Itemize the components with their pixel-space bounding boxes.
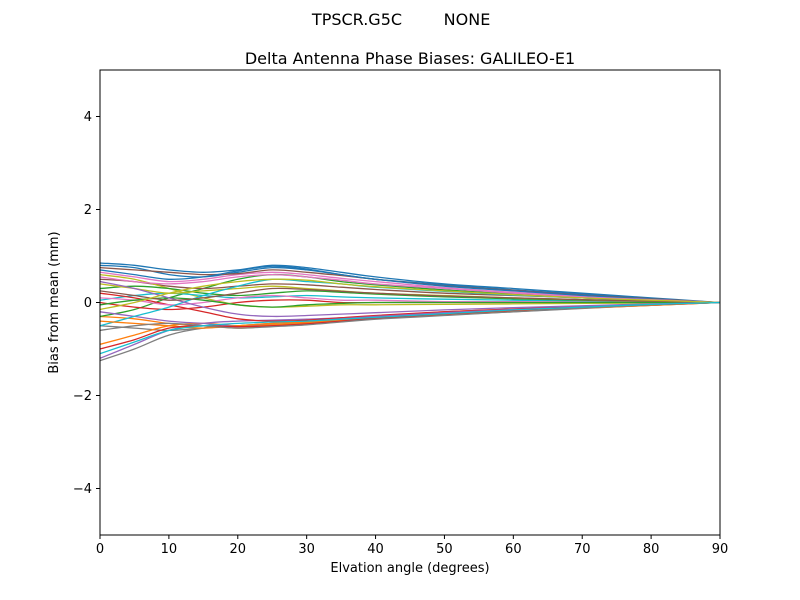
y-axis-label: Bias from mean (mm) <box>47 231 62 373</box>
series-lines <box>100 262 720 362</box>
x-tick-label: 30 <box>298 542 315 557</box>
bias-curve <box>100 262 720 304</box>
plot-area: 0 10 20 30 40 50 60 70 80 90 −4 −2 0 2 4 <box>73 69 729 557</box>
x-tick-label: 70 <box>574 542 591 557</box>
suptitle-radome: NONE <box>444 10 491 29</box>
x-tick-label: 20 <box>230 542 247 557</box>
suptitle-antenna: TPSCR.G5C <box>311 10 402 29</box>
x-tick-label: 60 <box>505 542 522 557</box>
x-axis-label: Elvation angle (degrees) <box>330 561 489 576</box>
bias-curve <box>100 278 720 311</box>
bias-curve <box>100 265 720 304</box>
x-tick-label: 90 <box>712 542 729 557</box>
x-tick-label: 80 <box>643 542 660 557</box>
bias-curve <box>100 273 720 308</box>
bias-curve <box>100 301 720 332</box>
x-tick-label: 40 <box>367 542 384 557</box>
x-tick-label: 0 <box>96 542 104 557</box>
y-tick-label: −2 <box>73 389 92 404</box>
chart-title: Delta Antenna Phase Biases: GALILEO-E1 <box>245 49 575 68</box>
y-tick-label: 4 <box>84 110 92 125</box>
y-tick-label: 2 <box>84 203 92 218</box>
bias-curve <box>100 297 720 308</box>
bias-curve <box>100 287 720 304</box>
x-tick-label: 50 <box>436 542 453 557</box>
bias-curve <box>100 301 720 355</box>
y-tick-label: 0 <box>84 296 92 311</box>
bias-curve <box>100 273 720 304</box>
x-tick-label: 10 <box>161 542 178 557</box>
y-tick-label: −4 <box>73 482 92 497</box>
